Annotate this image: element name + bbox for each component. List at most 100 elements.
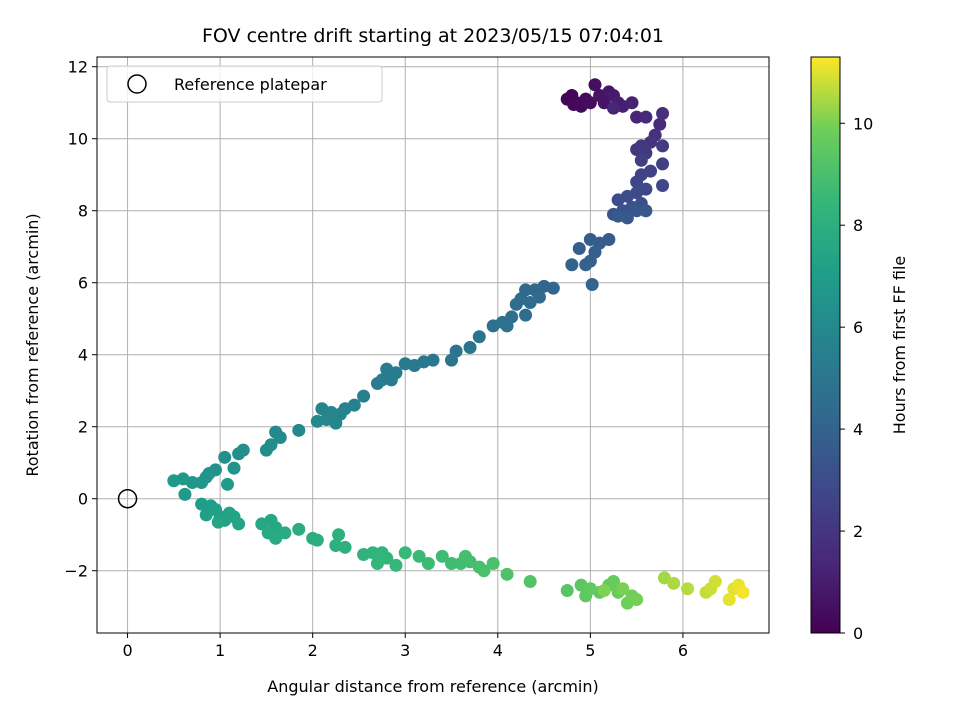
data-point bbox=[292, 522, 306, 536]
data-point bbox=[259, 443, 273, 457]
legend-label-reference-platepar: Reference platepar bbox=[174, 75, 327, 94]
y-tick-label: −2 bbox=[64, 562, 88, 581]
data-point bbox=[616, 582, 630, 596]
y-tick-label: 2 bbox=[78, 418, 88, 437]
data-point bbox=[463, 341, 477, 355]
data-point bbox=[519, 308, 533, 322]
legend: Reference platepar bbox=[106, 65, 383, 103]
data-point bbox=[523, 575, 537, 589]
data-point bbox=[588, 78, 602, 92]
data-point bbox=[315, 402, 329, 416]
y-axis-ticks: −2 0 2 4 6 8 10 12 bbox=[64, 58, 97, 581]
data-point bbox=[630, 110, 644, 124]
data-point bbox=[218, 450, 232, 464]
data-point bbox=[421, 557, 435, 571]
colorbar-tick-label: 8 bbox=[853, 216, 863, 235]
data-point bbox=[332, 528, 346, 542]
data-point bbox=[565, 258, 579, 272]
data-point bbox=[736, 585, 750, 599]
data-point bbox=[357, 389, 371, 403]
y-tick-label: 0 bbox=[78, 490, 88, 509]
x-axis-label: Angular distance from reference (arcmin) bbox=[267, 677, 598, 696]
data-point bbox=[630, 175, 644, 189]
data-point bbox=[211, 515, 225, 529]
data-point bbox=[667, 576, 681, 590]
data-point bbox=[167, 474, 181, 488]
data-point bbox=[486, 557, 500, 571]
x-tick-label: 4 bbox=[493, 641, 503, 660]
data-point bbox=[477, 564, 491, 578]
data-point bbox=[567, 98, 581, 112]
data-point bbox=[639, 110, 653, 124]
data-point bbox=[681, 582, 695, 596]
colorbar-label: Hours from first FF file bbox=[890, 256, 909, 435]
data-point bbox=[310, 414, 324, 428]
data-point bbox=[630, 593, 644, 607]
data-point bbox=[398, 546, 412, 560]
data-point bbox=[708, 575, 722, 589]
x-tick-label: 5 bbox=[585, 641, 595, 660]
y-tick-label: 4 bbox=[78, 346, 88, 365]
data-point bbox=[585, 278, 599, 292]
data-point bbox=[583, 96, 597, 110]
data-point bbox=[232, 447, 246, 461]
data-point bbox=[435, 549, 449, 563]
data-point bbox=[500, 567, 514, 581]
data-point bbox=[656, 139, 670, 153]
plot-area bbox=[96, 56, 770, 634]
data-point bbox=[178, 487, 192, 501]
data-point bbox=[611, 209, 625, 223]
data-point bbox=[523, 296, 537, 310]
data-point bbox=[384, 373, 398, 387]
y-tick-label: 6 bbox=[78, 274, 88, 293]
y-tick-label: 10 bbox=[68, 130, 88, 149]
data-point bbox=[338, 540, 352, 554]
data-point bbox=[606, 101, 620, 115]
data-point bbox=[472, 330, 486, 344]
data-point bbox=[292, 423, 306, 437]
data-point bbox=[380, 362, 394, 376]
legend-box bbox=[106, 65, 383, 103]
scatter-points bbox=[167, 78, 750, 610]
data-point bbox=[227, 461, 241, 475]
data-point bbox=[583, 233, 597, 247]
data-point bbox=[597, 584, 611, 598]
colorbar: 0 2 4 6 8 10 Hours from first FF file bbox=[810, 56, 909, 643]
data-point bbox=[656, 157, 670, 171]
data-point bbox=[656, 179, 670, 193]
plot-frame bbox=[96, 56, 770, 634]
data-point bbox=[639, 204, 653, 218]
data-point bbox=[398, 357, 412, 371]
x-tick-label: 2 bbox=[308, 641, 318, 660]
x-axis-ticks: 0 1 2 3 4 5 6 bbox=[122, 633, 688, 660]
data-point bbox=[606, 575, 620, 589]
data-point bbox=[486, 319, 500, 333]
colorbar-tick-label: 10 bbox=[853, 114, 873, 133]
plot-background bbox=[97, 57, 769, 633]
data-point bbox=[370, 557, 384, 571]
data-point bbox=[572, 242, 586, 256]
data-point bbox=[199, 508, 213, 522]
x-tick-label: 6 bbox=[678, 641, 688, 660]
data-point bbox=[445, 353, 459, 367]
data-point bbox=[370, 377, 384, 391]
data-point bbox=[722, 593, 736, 607]
y-tick-label: 12 bbox=[68, 58, 88, 77]
data-point bbox=[445, 557, 459, 571]
data-point bbox=[412, 549, 426, 563]
data-point bbox=[653, 117, 667, 131]
data-point bbox=[560, 584, 574, 598]
y-tick-label: 8 bbox=[78, 202, 88, 221]
colorbar-gradient bbox=[810, 56, 841, 634]
data-point bbox=[366, 546, 380, 560]
data-point bbox=[656, 107, 670, 121]
colorbar-tick-label: 6 bbox=[853, 318, 863, 337]
data-point bbox=[195, 476, 209, 490]
data-point bbox=[634, 153, 648, 167]
x-tick-label: 1 bbox=[215, 641, 225, 660]
x-tick-label: 0 bbox=[122, 641, 132, 660]
x-tick-label: 3 bbox=[400, 641, 410, 660]
data-point bbox=[232, 517, 246, 531]
data-point bbox=[630, 204, 644, 218]
